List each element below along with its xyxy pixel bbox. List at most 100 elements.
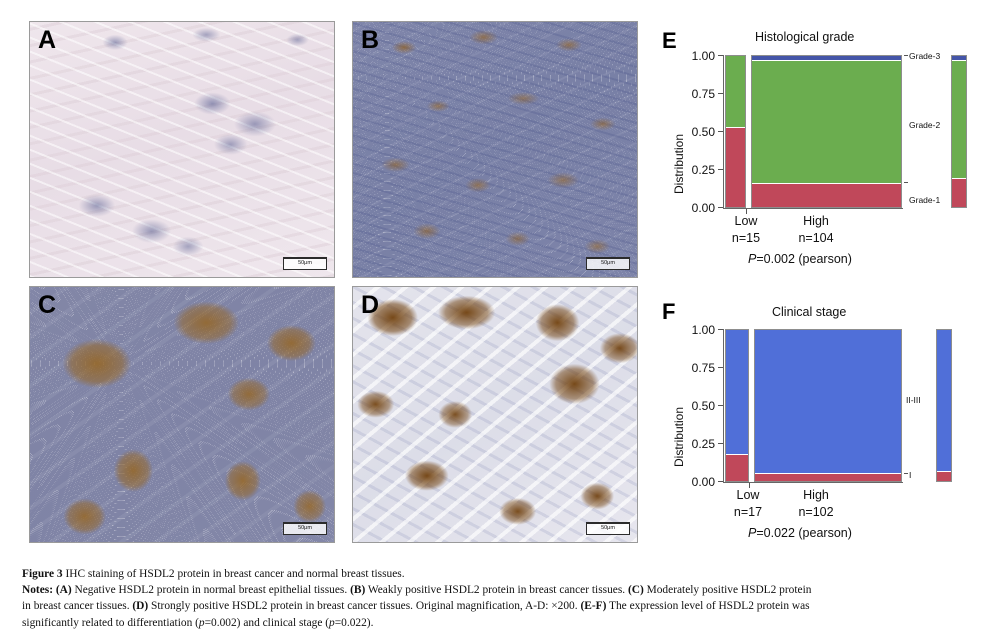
legend-tick-e-top	[904, 55, 908, 56]
caption-line3-start: in breast cancer tissues.	[22, 600, 133, 613]
caption-tag-b: (B)	[350, 584, 366, 597]
mosaic-chart-histological-grade: E Histological grade Distribution 1.00 0…	[660, 24, 982, 279]
panel-letter-b: B	[361, 26, 380, 54]
legend-label-grade-3-e: Grade-3	[909, 51, 941, 61]
y-tick-label-f-2: 0.50	[691, 399, 715, 413]
figure-caption: Figure 3 IHC staining of HSDL2 protein i…	[22, 566, 962, 631]
legend-marginal-bar-e	[951, 55, 967, 208]
y-tick-mark-e-2	[718, 131, 723, 132]
x-tick-mark-f-0	[749, 483, 750, 488]
tissue-image-b	[353, 22, 637, 277]
mosaic-segment-low-grade1-e[interactable]	[726, 128, 745, 207]
caption-tag-c: (C)	[627, 584, 644, 597]
y-tick-mark-e-4	[718, 207, 723, 208]
legend-marginal-bar-f	[936, 329, 952, 482]
x-label-low-f: Low	[736, 488, 760, 502]
legend-label-stage-1-f: I	[909, 470, 912, 480]
legend-tick-f-low	[904, 473, 908, 474]
mosaic-segment-high-grade2-e[interactable]	[752, 61, 901, 183]
mosaic-column-low-e[interactable]	[725, 55, 746, 208]
y-tick-mark-f-1	[718, 367, 723, 368]
y-tick-label-e-3: 0.25	[691, 163, 715, 177]
caption-text-a: Negative HSDL2 protein in normal breast …	[71, 584, 351, 597]
x-axis-line-f	[723, 482, 903, 483]
legend-tick-e-mid	[904, 182, 908, 183]
y-tick-label-f-4: 0.00	[691, 475, 715, 489]
x-count-high-e: n=104	[798, 231, 834, 245]
y-tick-label-e-2: 0.50	[691, 125, 715, 139]
y-tick-mark-e-1	[718, 93, 723, 94]
caption-line4-start: significantly related to differentiation…	[22, 616, 199, 629]
mosaic-column-high-f[interactable]	[754, 329, 902, 482]
y-axis-line-f	[723, 329, 724, 482]
p-rest-f: =0.022 (pearson)	[756, 526, 852, 540]
x-label-high-f: High	[803, 488, 829, 502]
scale-bar-label-a: 50μm	[298, 260, 312, 267]
caption-tag-ef: (E-F)	[580, 600, 607, 613]
legend-label-grade-1-e: Grade-1	[909, 195, 941, 205]
tissue-image-c	[30, 287, 334, 542]
panel-letter-a: A	[38, 26, 57, 54]
legend-marginal-grade2-e	[952, 61, 966, 178]
caption-text-b: Weakly positive HSDL2 protein in breast …	[365, 584, 628, 597]
x-label-high-e: High	[803, 214, 829, 228]
y-axis-line-e	[723, 55, 724, 208]
chart-title-e: Histological grade	[755, 30, 855, 44]
legend-marginal-grade1-e	[952, 179, 966, 207]
p-italic-e: P	[748, 252, 757, 266]
p-italic-f: P	[748, 526, 757, 540]
y-tick-label-f-0: 1.00	[691, 323, 715, 337]
mosaic-segment-high-stage23-f[interactable]	[755, 330, 901, 473]
caption-line-2: Notes: (A) Negative HSDL2 protein in nor…	[22, 582, 962, 598]
y-tick-label-f-3: 0.25	[691, 437, 715, 451]
tissue-image-d	[353, 287, 637, 542]
caption-figure-label: Figure 3	[22, 568, 63, 580]
y-tick-label-e-1: 0.75	[691, 87, 715, 101]
legend-marginal-stage23-f	[937, 330, 951, 471]
caption-mid1: =0.002) and clinical stage (	[204, 616, 330, 629]
caption-tag-d: (D)	[132, 600, 149, 613]
scale-bar-b: 50μm	[586, 257, 630, 270]
mosaic-column-low-f[interactable]	[725, 329, 749, 482]
mosaic-segment-low-stage1-f[interactable]	[726, 455, 748, 481]
legend-label-stage-23-f: II-III	[906, 395, 921, 405]
p-rest-e: =0.002 (pearson)	[756, 252, 852, 266]
scale-bar-d: 50μm	[586, 522, 630, 535]
x-label-low-e: Low	[734, 214, 758, 228]
caption-text-d: Strongly positive HSDL2 protein in breas…	[148, 600, 581, 613]
scale-bar-label-c: 50μm	[298, 525, 312, 532]
micrograph-panel-d: D 50μm	[352, 286, 638, 543]
mosaic-chart-clinical-stage: F Clinical stage Distribution 1.00 0.75 …	[660, 295, 982, 545]
micrograph-panel-b: B 50μm	[352, 21, 638, 278]
y-tick-mark-f-4	[718, 481, 723, 482]
x-tick-mark-e-0	[746, 209, 747, 214]
caption-text-ef: The expression level of HSDL2 protein wa…	[606, 600, 810, 613]
x-count-low-f: n=17	[733, 505, 763, 519]
panel-letter-f: F	[662, 299, 676, 324]
caption-line4-end: =0.022).	[334, 616, 374, 629]
y-tick-label-f-1: 0.75	[691, 361, 715, 375]
caption-line-4: significantly related to differentiation…	[22, 615, 962, 631]
panel-letter-e: E	[662, 28, 677, 53]
mosaic-segment-low-grade2-e[interactable]	[726, 56, 745, 127]
chart-title-f: Clinical stage	[772, 305, 847, 319]
caption-tag-a: (A)	[55, 584, 72, 597]
mosaic-segment-low-stage23-f[interactable]	[726, 330, 748, 454]
mosaic-segment-high-stage1-f[interactable]	[755, 474, 901, 481]
caption-title: IHC staining of HSDL2 protein in breast …	[65, 568, 405, 580]
scale-bar-label-d: 50μm	[601, 525, 615, 532]
mosaic-column-high-e[interactable]	[751, 55, 902, 208]
scale-bar-c: 50μm	[283, 522, 327, 535]
y-tick-mark-e-3	[718, 169, 723, 170]
caption-line-3: in breast cancer tissues. (D) Strongly p…	[22, 598, 962, 614]
caption-p2: p	[329, 616, 335, 629]
mosaic-segment-high-grade3-e[interactable]	[752, 56, 901, 60]
panel-letter-d: D	[361, 291, 380, 319]
mosaic-segment-high-grade1-e[interactable]	[752, 184, 901, 207]
p-value-annotation-e: P=0.002 (pearson)	[748, 252, 852, 266]
micrograph-panel-c: C 50μm	[29, 286, 335, 543]
scale-bar-a: 50μm	[283, 257, 327, 270]
caption-p1: p	[198, 616, 205, 629]
legend-marginal-grade3-e	[952, 56, 966, 60]
y-tick-mark-f-2	[718, 405, 723, 406]
